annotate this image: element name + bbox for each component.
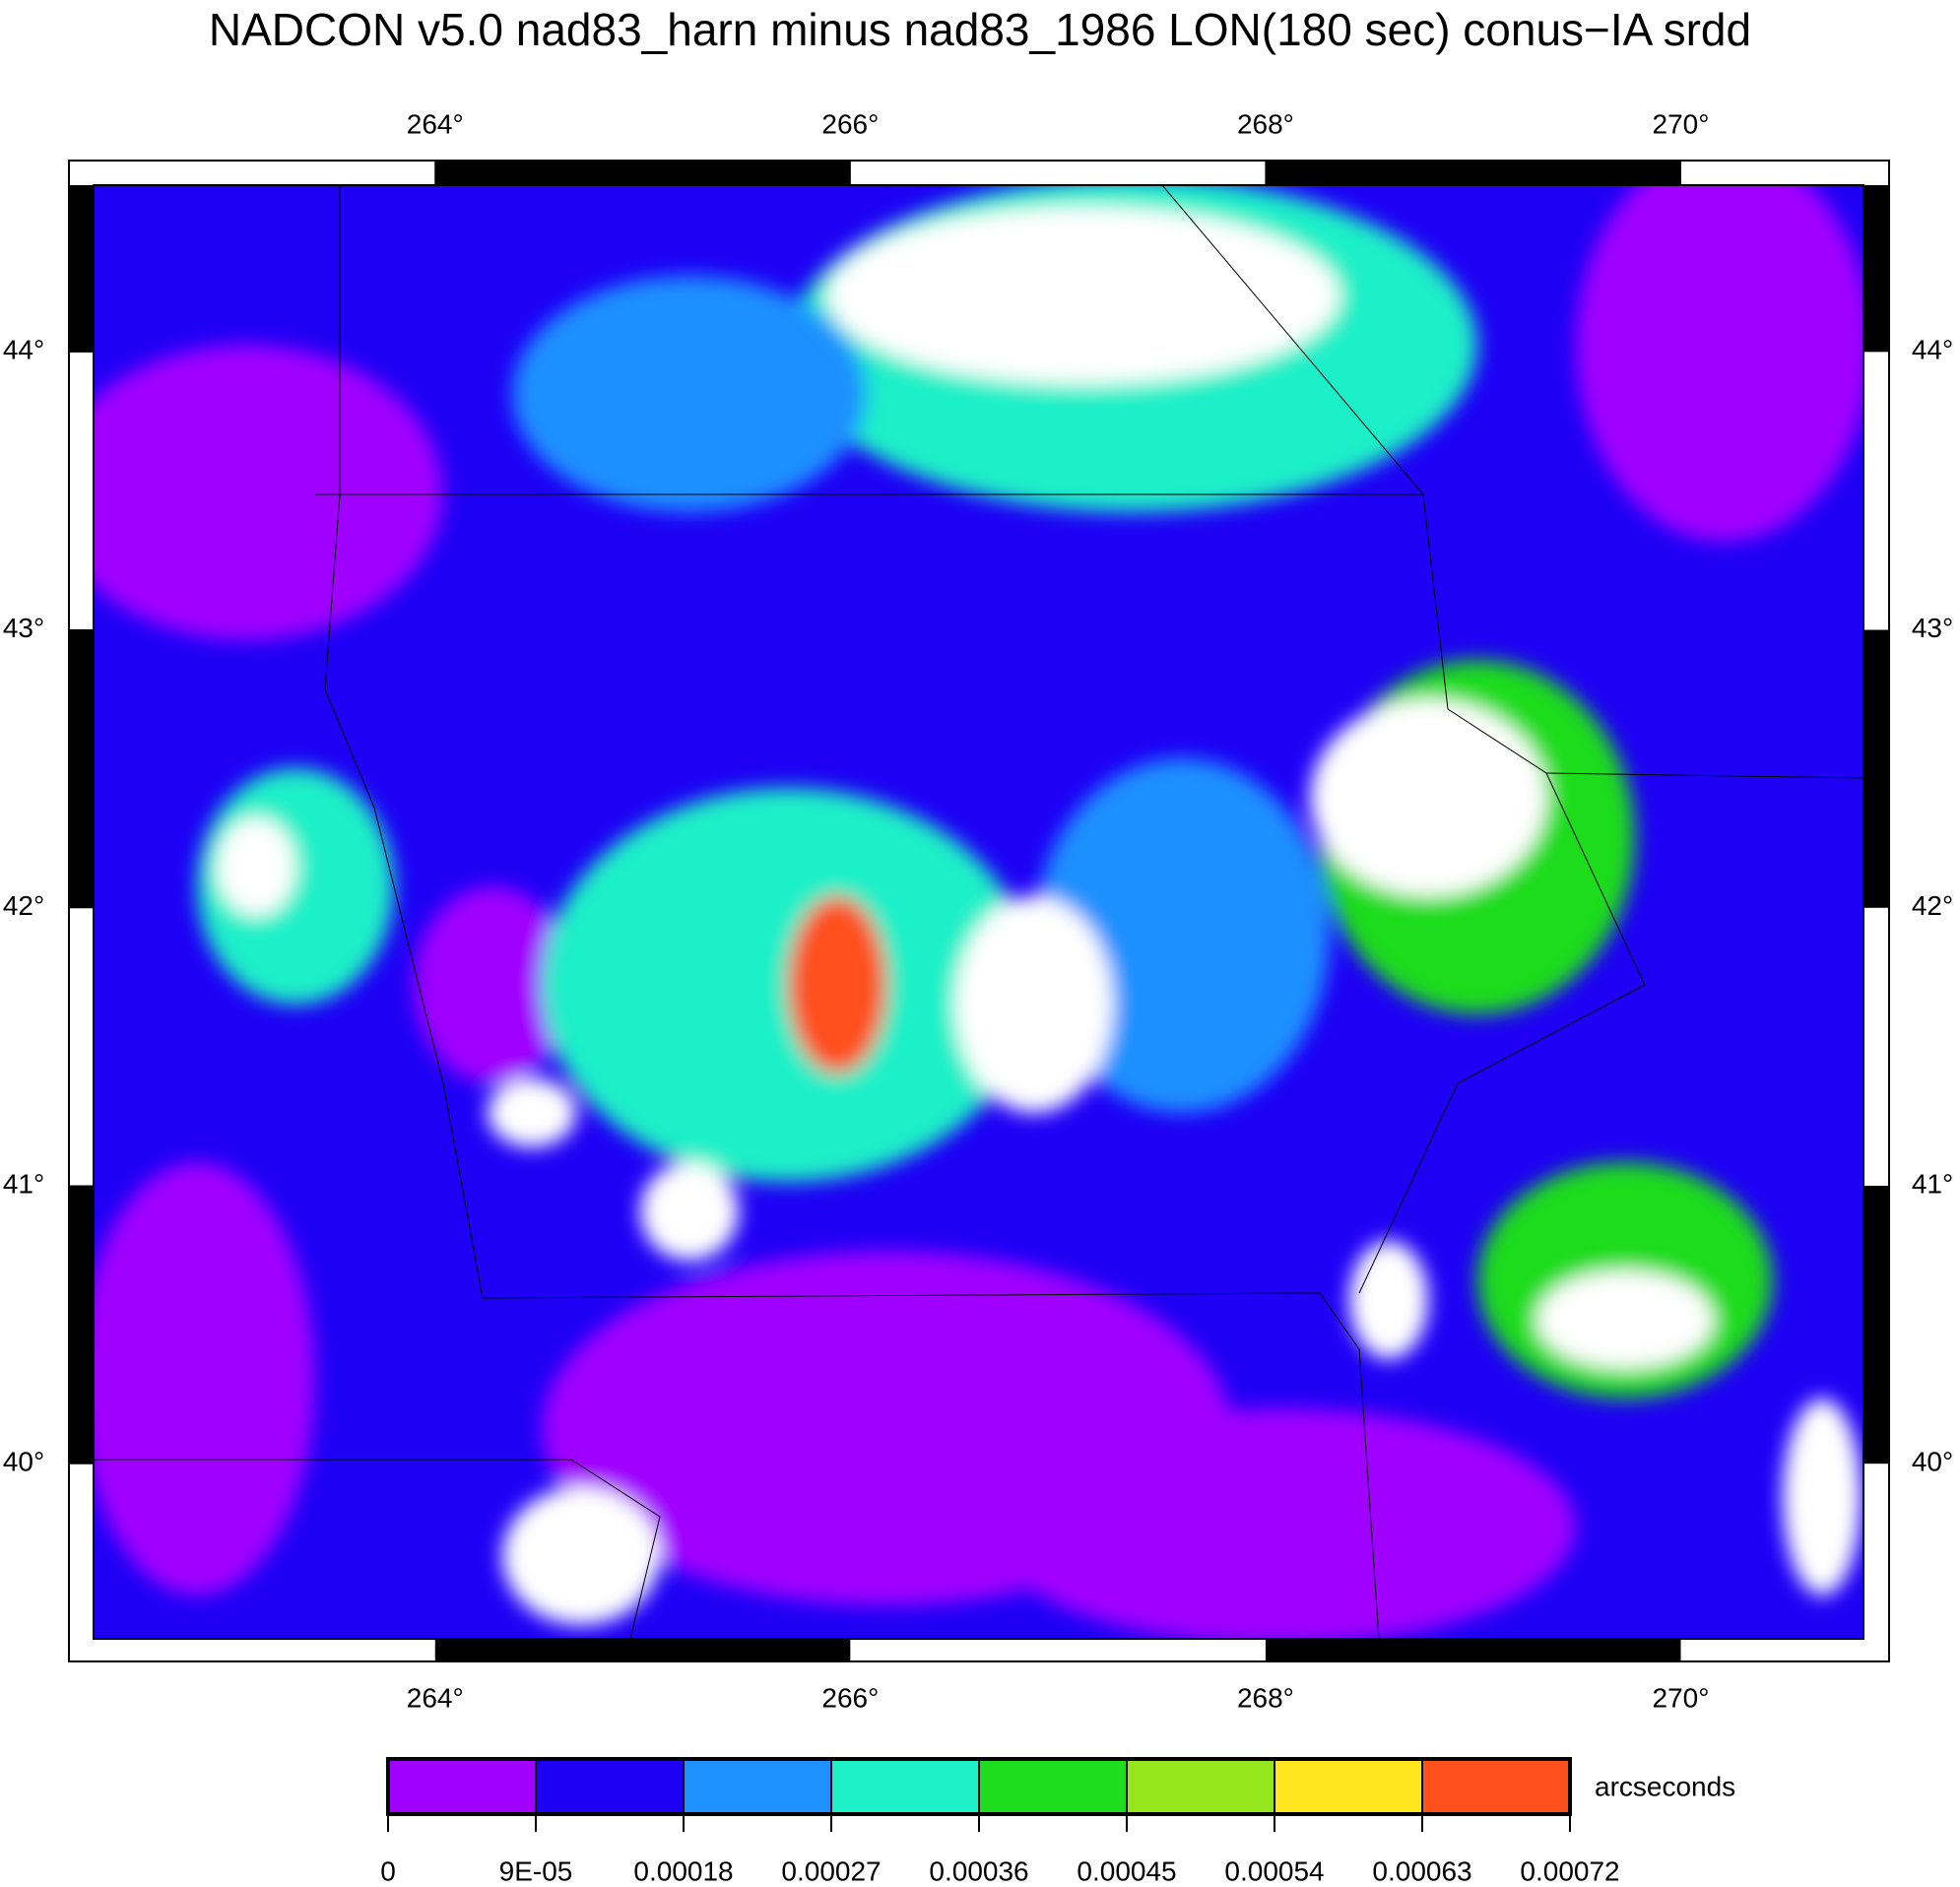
x-tick-label: 270° xyxy=(1653,108,1710,139)
x-tick-label: 270° xyxy=(1653,1682,1710,1713)
color-bin xyxy=(979,1759,1127,1814)
y-tick-label: 41° xyxy=(1912,1168,1953,1199)
x-tick-label: 264° xyxy=(407,1682,464,1713)
frame-band xyxy=(434,161,851,185)
frame-band xyxy=(1265,161,1681,185)
color-bin xyxy=(831,1759,979,1814)
colorbar-tick-label: 0.00018 xyxy=(633,1855,733,1886)
y-tick-label: 41° xyxy=(3,1168,44,1199)
y-tick-label: 40° xyxy=(3,1447,44,1477)
x-tick-label: 264° xyxy=(407,108,464,139)
field-texture xyxy=(94,185,1863,1639)
color-bin xyxy=(684,1759,831,1814)
frame-band xyxy=(434,1639,851,1661)
border-line xyxy=(324,185,484,1299)
frame-band xyxy=(1863,629,1889,908)
x-tick-label: 266° xyxy=(821,108,879,139)
colorbar-tick-label: 0.00072 xyxy=(1520,1855,1619,1886)
map-frame: 264° 264° 266° 266° 268° 268° 270° 270° 40° 40° 41… xyxy=(3,108,1953,1713)
border-line xyxy=(94,1459,661,1639)
y-tick-label: 42° xyxy=(3,890,44,921)
colorbar-tick-label: 0.00045 xyxy=(1077,1855,1176,1886)
colorbar-tick-label: 0.00027 xyxy=(781,1855,881,1886)
border-line xyxy=(482,1292,1380,1639)
frame-band xyxy=(69,1185,94,1464)
border-line xyxy=(1545,772,1863,779)
y-tick-label: 44° xyxy=(1912,335,1953,365)
x-tick-label: 268° xyxy=(1237,1682,1294,1713)
color-bin xyxy=(1422,1759,1570,1814)
y-tick-label: 43° xyxy=(3,613,44,643)
y-tick-label: 42° xyxy=(1912,890,1953,921)
colorbar-tick-label: 0 xyxy=(380,1855,396,1886)
colorbar-tick-label: 0.00063 xyxy=(1372,1855,1471,1886)
colorbar-label: arcseconds xyxy=(1595,1771,1735,1801)
colorbar: 0 9E-05 0.00018 0.00027 0.00036 0.00045 0.0005… xyxy=(380,1757,1735,1886)
y-tick-label: 40° xyxy=(1912,1447,1953,1477)
x-tick-label: 268° xyxy=(1237,108,1294,139)
color-bin xyxy=(536,1759,684,1814)
map-field xyxy=(94,185,1863,1639)
x-tick-label: 266° xyxy=(821,1682,879,1713)
frame-band xyxy=(69,629,94,908)
frame-inner xyxy=(93,184,1864,1640)
frame-band xyxy=(1863,185,1889,353)
colorbar-tick-label: 9E-05 xyxy=(499,1855,573,1886)
colorbar-tick-label: 0.00054 xyxy=(1224,1855,1324,1886)
frame-band xyxy=(1265,1639,1681,1661)
y-tick-label: 43° xyxy=(1912,613,1953,643)
title: NADCON v5.0 nad83_harn minus nad83_1986 … xyxy=(209,4,1751,55)
frame-outer xyxy=(68,160,1890,1662)
frame-band xyxy=(69,185,94,353)
frame-band xyxy=(1863,1185,1889,1464)
color-bin xyxy=(1127,1759,1274,1814)
color-bin xyxy=(1274,1759,1422,1814)
y-tick-label: 44° xyxy=(3,335,44,365)
color-bin xyxy=(388,1759,536,1814)
colorbar-tick-label: 0.00036 xyxy=(929,1855,1028,1886)
